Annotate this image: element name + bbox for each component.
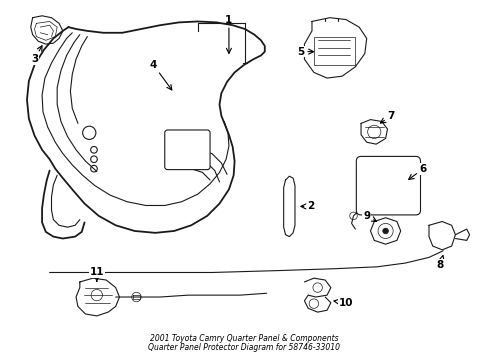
Text: 11: 11 xyxy=(89,267,104,281)
Circle shape xyxy=(382,228,387,234)
FancyBboxPatch shape xyxy=(356,156,420,215)
Circle shape xyxy=(178,140,197,159)
Text: 3: 3 xyxy=(31,46,42,64)
Text: 10: 10 xyxy=(333,298,352,308)
Text: 6: 6 xyxy=(408,164,426,180)
Circle shape xyxy=(308,299,318,309)
Text: Quarter Panel Protector Diagram for 58746-33010: Quarter Panel Protector Diagram for 5874… xyxy=(148,343,339,352)
Circle shape xyxy=(91,289,102,301)
Text: 2001 Toyota Camry Quarter Panel & Components: 2001 Toyota Camry Quarter Panel & Compon… xyxy=(149,334,338,343)
Text: 2: 2 xyxy=(300,202,314,211)
Text: 8: 8 xyxy=(436,256,443,270)
Text: 9: 9 xyxy=(363,211,376,221)
Circle shape xyxy=(377,224,392,239)
FancyBboxPatch shape xyxy=(164,130,210,170)
Circle shape xyxy=(90,156,97,163)
Text: 4: 4 xyxy=(149,60,171,90)
Circle shape xyxy=(131,292,141,302)
Text: 7: 7 xyxy=(380,111,394,123)
Bar xyxy=(313,37,355,65)
Circle shape xyxy=(367,125,380,139)
Circle shape xyxy=(349,212,357,220)
Text: 5: 5 xyxy=(296,47,313,57)
Circle shape xyxy=(312,283,322,292)
Circle shape xyxy=(82,126,96,139)
Text: 1: 1 xyxy=(225,14,232,24)
Circle shape xyxy=(183,146,191,154)
Circle shape xyxy=(90,147,97,153)
Circle shape xyxy=(90,165,97,172)
